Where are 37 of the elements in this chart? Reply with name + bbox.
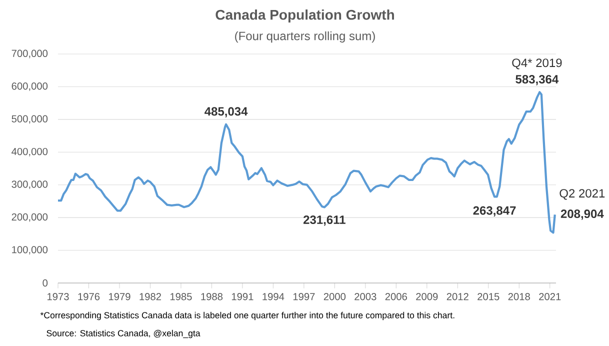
y-tick-label: 400,000 <box>12 148 48 156</box>
x-tick-label: 2015 <box>478 293 500 300</box>
x-tick-label: 1991 <box>232 293 254 300</box>
x-tick-label: 2006 <box>385 293 407 300</box>
annotation: Q4* 2019 <box>512 58 562 70</box>
y-tick-label: 300,000 <box>12 180 48 190</box>
source-note: Source: Statistics Canada, @xelan_gta <box>46 330 200 338</box>
annotation: 583,364 <box>516 74 559 86</box>
annotation: 485,034 <box>204 107 248 118</box>
y-tick-label: 200,000 <box>12 213 48 222</box>
annotation: 231,611 <box>303 215 346 226</box>
x-tick-label: 1994 <box>262 293 284 300</box>
y-tick-label: 0 <box>42 279 48 287</box>
x-tick-label: 2009 <box>416 293 438 300</box>
line-series <box>56 91 556 234</box>
x-tick-label: 2018 <box>508 293 530 300</box>
y-tick-label: 500,000 <box>12 115 48 124</box>
x-tick-label: 1985 <box>170 293 192 300</box>
y-tick-label: 100,000 <box>12 246 48 254</box>
x-tick-label: 2000 <box>324 293 346 300</box>
x-tick-label: 1979 <box>108 293 130 300</box>
x-tick-label: 2012 <box>446 293 468 300</box>
x-tick-label: 1988 <box>201 293 223 300</box>
chart-subtitle: (Four quarters rolling sum) <box>235 31 375 43</box>
y-tick-label: 600,000 <box>12 82 48 91</box>
x-tick-label: 2021 <box>539 293 561 300</box>
x-tick-label: 1973 <box>48 293 69 300</box>
x-tick-label: 1976 <box>78 293 100 300</box>
y-tick-label: 700,000 <box>12 50 48 58</box>
annotation: 263,847 <box>473 206 516 217</box>
x-tick-label: 1982 <box>140 293 161 300</box>
chart-title: Canada Population Growth <box>216 9 394 23</box>
x-tick-label: 1997 <box>293 293 315 300</box>
text: *Corresponding Statistics Canada data is labeled one quarter further into the future compared to this chart. <box>40 312 454 320</box>
annotation: Q2 2021 <box>560 189 605 200</box>
x-tick-label: 2003 <box>354 293 376 300</box>
annotation: 208,904 <box>560 210 604 220</box>
